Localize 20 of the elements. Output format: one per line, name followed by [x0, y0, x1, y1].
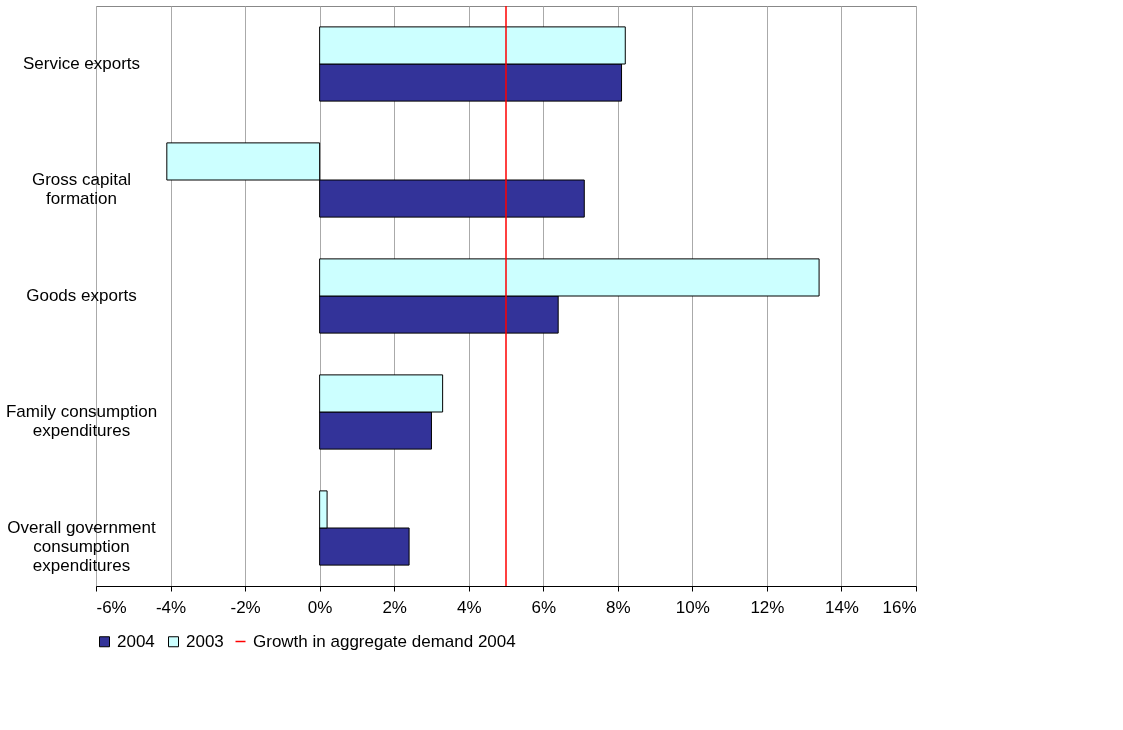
x-tick-label: 2%: [382, 597, 407, 617]
x-tick-label: 0%: [307, 597, 333, 617]
y-tick-label: Family consumption expenditures: [5, 402, 158, 440]
y-tick-label: Goods exports: [26, 286, 137, 305]
legend-label: 2003: [186, 631, 224, 651]
y-tick-label: Gross capital formation: [31, 170, 132, 208]
x-tick-label: 10%: [675, 597, 710, 617]
x-tick-label: -6%: [96, 597, 127, 617]
x-tick-label: 6%: [531, 597, 557, 617]
y-tick-label: Service exports: [22, 54, 141, 73]
x-tick-label: 12%: [750, 597, 785, 617]
x-tick-label: -2%: [230, 597, 261, 617]
x-tick-label: 16%: [882, 597, 917, 617]
legend-label: Growth in aggregate demand 2004: [253, 631, 516, 651]
x-tick-label: 4%: [456, 597, 482, 617]
y-tick-label: Overall government consumption expenditures: [7, 518, 156, 575]
x-tick-label: 8%: [606, 597, 631, 617]
x-tick-label: -4%: [155, 597, 187, 617]
legend-label: 2004: [117, 631, 155, 651]
x-tick-label: 14%: [824, 597, 859, 617]
